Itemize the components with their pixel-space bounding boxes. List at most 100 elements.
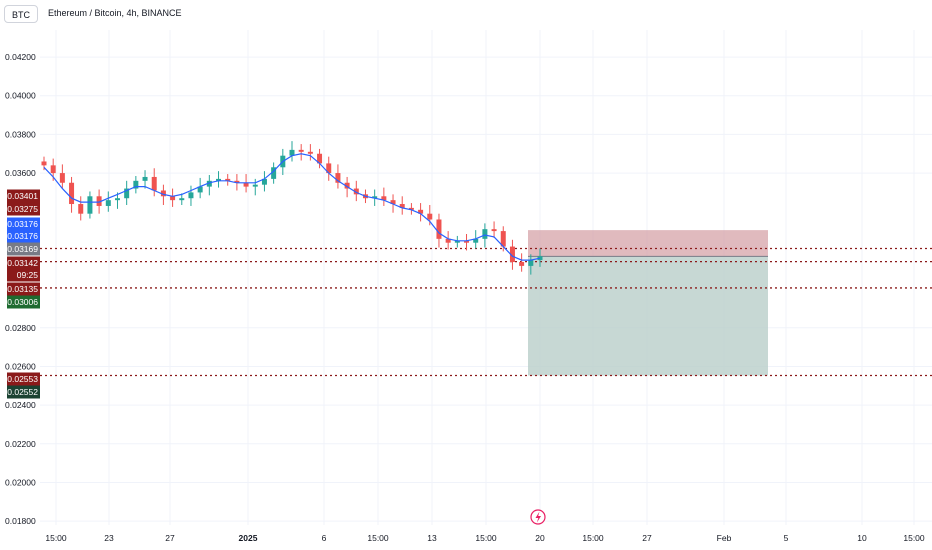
ma-line <box>43 153 541 261</box>
candle-body <box>252 184 258 187</box>
x-tick-label: 27 <box>642 533 652 543</box>
candle-body <box>399 204 405 208</box>
candle-body <box>454 240 460 243</box>
candle-body <box>234 180 240 183</box>
time-axis[interactable]: 15:00 23 27 2025 6 15:00 13 15:00 20 15:00 27 Feb 5 1… <box>45 533 925 543</box>
candle-body <box>243 182 249 187</box>
candle-body <box>179 198 185 201</box>
candle-body <box>528 260 534 266</box>
price-label-bg <box>7 242 40 256</box>
candle-body <box>87 196 93 214</box>
price-label-text: 0.03401 <box>7 191 38 201</box>
candle-body <box>142 176 148 181</box>
candle-body <box>160 190 166 197</box>
price-label-bg <box>7 282 40 296</box>
price-label: 0.02552 <box>7 385 40 399</box>
candle-body <box>96 196 102 206</box>
price-label: 0.03176 <box>7 217 40 231</box>
price-label-text: 0.03169 <box>7 244 38 254</box>
price-label: 09:25 <box>7 268 40 282</box>
price-label: 0.03142 <box>7 256 40 270</box>
stop-loss-zone[interactable] <box>528 230 768 257</box>
price-label: 0.03275 <box>7 202 40 216</box>
symbol-search-box[interactable]: BTC <box>4 5 38 23</box>
price-label-text: 0.03176 <box>7 231 38 241</box>
candle-body <box>317 153 323 164</box>
grid-lines <box>40 30 932 525</box>
moving-average <box>43 153 541 261</box>
x-tick-label: 13 <box>427 533 437 543</box>
price-label: 0.02553 <box>7 372 40 386</box>
x-tick-label: 23 <box>104 533 114 543</box>
x-tick-label: 15:00 <box>582 533 604 543</box>
position-zones[interactable] <box>528 230 768 376</box>
candle-body <box>473 238 479 243</box>
lightning-event-icon[interactable] <box>530 509 546 525</box>
candle-body <box>519 262 525 266</box>
price-label: 0.03401 <box>7 189 40 203</box>
y-tick-label: 0.03600 <box>5 168 36 178</box>
price-label-text: 0.03176 <box>7 219 38 229</box>
price-label-bg <box>7 372 40 386</box>
candle-body <box>105 200 111 206</box>
x-tick-label: 15:00 <box>367 533 389 543</box>
price-label-text: 0.03006 <box>7 297 38 307</box>
chart-title: Ethereum / Bitcoin, 4h, BINANCE <box>48 8 182 18</box>
candle-body <box>427 213 433 220</box>
price-label: 0.03176 <box>7 229 40 243</box>
x-tick-label: 5 <box>784 533 789 543</box>
candle-body <box>133 180 139 189</box>
y-tick-label: 0.02200 <box>5 439 36 449</box>
price-labels: 0.03401 0.03275 0.03176 0.03176 0.03169 0.031… <box>7 189 40 399</box>
candle-body <box>372 196 378 199</box>
candle-body <box>78 204 84 214</box>
x-tick-label: Feb <box>717 533 732 543</box>
candle-body <box>408 207 414 210</box>
price-label-text: 0.03275 <box>7 204 38 214</box>
x-tick-label: 15:00 <box>903 533 925 543</box>
candle-body <box>216 178 222 181</box>
price-label-text: 0.02553 <box>7 374 38 384</box>
candle-body <box>353 188 359 195</box>
candle-body <box>124 188 130 199</box>
candle-body <box>197 186 203 193</box>
candle-body <box>436 219 442 239</box>
price-label-text: 0.02552 <box>7 387 38 397</box>
y-tick-label: 0.02800 <box>5 323 36 333</box>
price-label: 0.03006 <box>7 295 40 309</box>
y-tick-label: 0.02600 <box>5 361 36 371</box>
candle-body <box>326 163 332 174</box>
y-tick-label: 0.02400 <box>5 400 36 410</box>
price-label-text: 09:25 <box>17 270 39 280</box>
y-tick-label: 0.01800 <box>5 516 36 526</box>
horizontal-levels[interactable] <box>40 247 932 377</box>
price-label-text: 0.03142 <box>7 258 38 268</box>
candle-body <box>59 173 65 183</box>
price-label-bg <box>7 295 40 309</box>
y-tick-label: 0.04200 <box>5 52 36 62</box>
candle-body <box>464 240 470 243</box>
take-profit-zone[interactable] <box>528 256 768 376</box>
candle-body <box>271 167 277 179</box>
candle-body <box>335 173 341 183</box>
x-tick-label: 10 <box>857 533 867 543</box>
candle-body <box>381 196 387 201</box>
price-label: 0.03169 <box>7 242 40 256</box>
price-label-bg <box>7 217 40 231</box>
candle-body <box>69 182 75 205</box>
price-label-bg <box>7 189 40 203</box>
candle-body <box>344 182 350 189</box>
x-tick-label: 15:00 <box>45 533 67 543</box>
candle-body <box>206 180 212 187</box>
candle-body <box>390 200 396 205</box>
price-axis[interactable]: 0.04200 0.04000 0.03800 0.03600 0.02800 0.026… <box>5 52 36 526</box>
candle-body <box>482 229 488 239</box>
price-label-bg <box>7 229 40 243</box>
candle-body <box>114 198 120 201</box>
price-label-bg <box>7 256 40 270</box>
price-label-text: 0.03135 <box>7 284 38 294</box>
candle-body <box>170 196 176 201</box>
candle-body <box>298 149 304 152</box>
y-tick-label: 0.02000 <box>5 477 36 487</box>
